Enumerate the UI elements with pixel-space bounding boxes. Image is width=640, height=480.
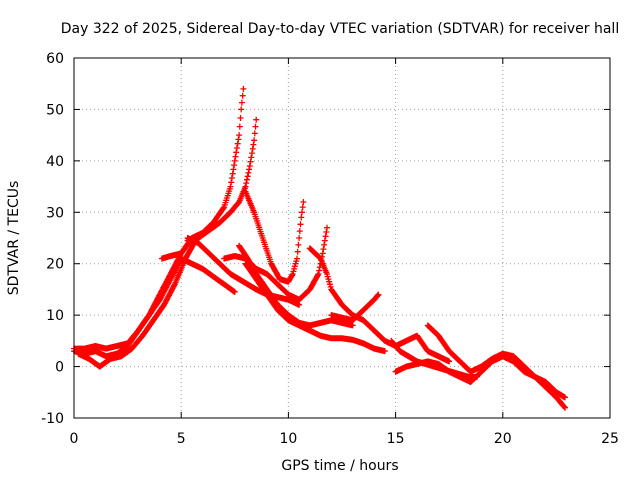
series-arc-12 (306, 245, 367, 324)
axis-ticks (73, 57, 611, 419)
series-arc-17 (388, 337, 481, 380)
x-tick-label: 25 (601, 431, 619, 447)
series-points (388, 337, 481, 380)
series-points (242, 188, 307, 285)
plot-frame (73, 57, 611, 419)
series-points (184, 116, 260, 244)
data-series (71, 85, 568, 411)
y-tick-label: 60 (46, 51, 64, 67)
y-axis-label: SDTVAR / TECUs (6, 181, 22, 296)
y-tick-label: 20 (46, 257, 64, 273)
series-arc-3 (75, 240, 198, 370)
series-points (424, 322, 568, 401)
series-points (178, 255, 238, 295)
y-tick-label: -10 (41, 411, 64, 427)
series-points (221, 224, 330, 303)
series-arc-9 (221, 224, 330, 303)
x-tick-label: 0 (70, 431, 79, 447)
x-tick-labels: 0 5 10 15 20 25 (70, 431, 619, 447)
y-tick-label: 50 (46, 102, 64, 118)
y-tick-label: 10 (46, 308, 64, 324)
series-points (75, 240, 198, 370)
series-points (236, 242, 356, 329)
series-points (328, 291, 382, 324)
y-tick-label: 30 (46, 205, 64, 221)
series-arc-13 (328, 291, 382, 324)
series-arc-5 (184, 116, 260, 244)
grid-lines (74, 58, 610, 418)
series-arc-11 (242, 260, 388, 355)
y-tick-label: 40 (46, 154, 64, 170)
x-axis-label: GPS time / hours (281, 458, 398, 474)
series-points (242, 260, 388, 355)
y-tick-labels: -10 0 10 20 30 40 50 60 (41, 51, 64, 427)
series-points (306, 245, 367, 324)
y-tick-label: 0 (55, 360, 64, 376)
chart-title: Day 322 of 2025, Sidereal Day-to-day VTE… (61, 21, 619, 37)
x-tick-label: 5 (177, 431, 186, 447)
series-arc-10 (236, 242, 356, 329)
series-arc-8 (178, 255, 238, 295)
x-tick-label: 20 (494, 431, 512, 447)
x-tick-label: 10 (279, 431, 297, 447)
x-tick-label: 15 (387, 431, 405, 447)
series-arc-7 (242, 188, 307, 285)
series-arc-16 (424, 322, 568, 401)
